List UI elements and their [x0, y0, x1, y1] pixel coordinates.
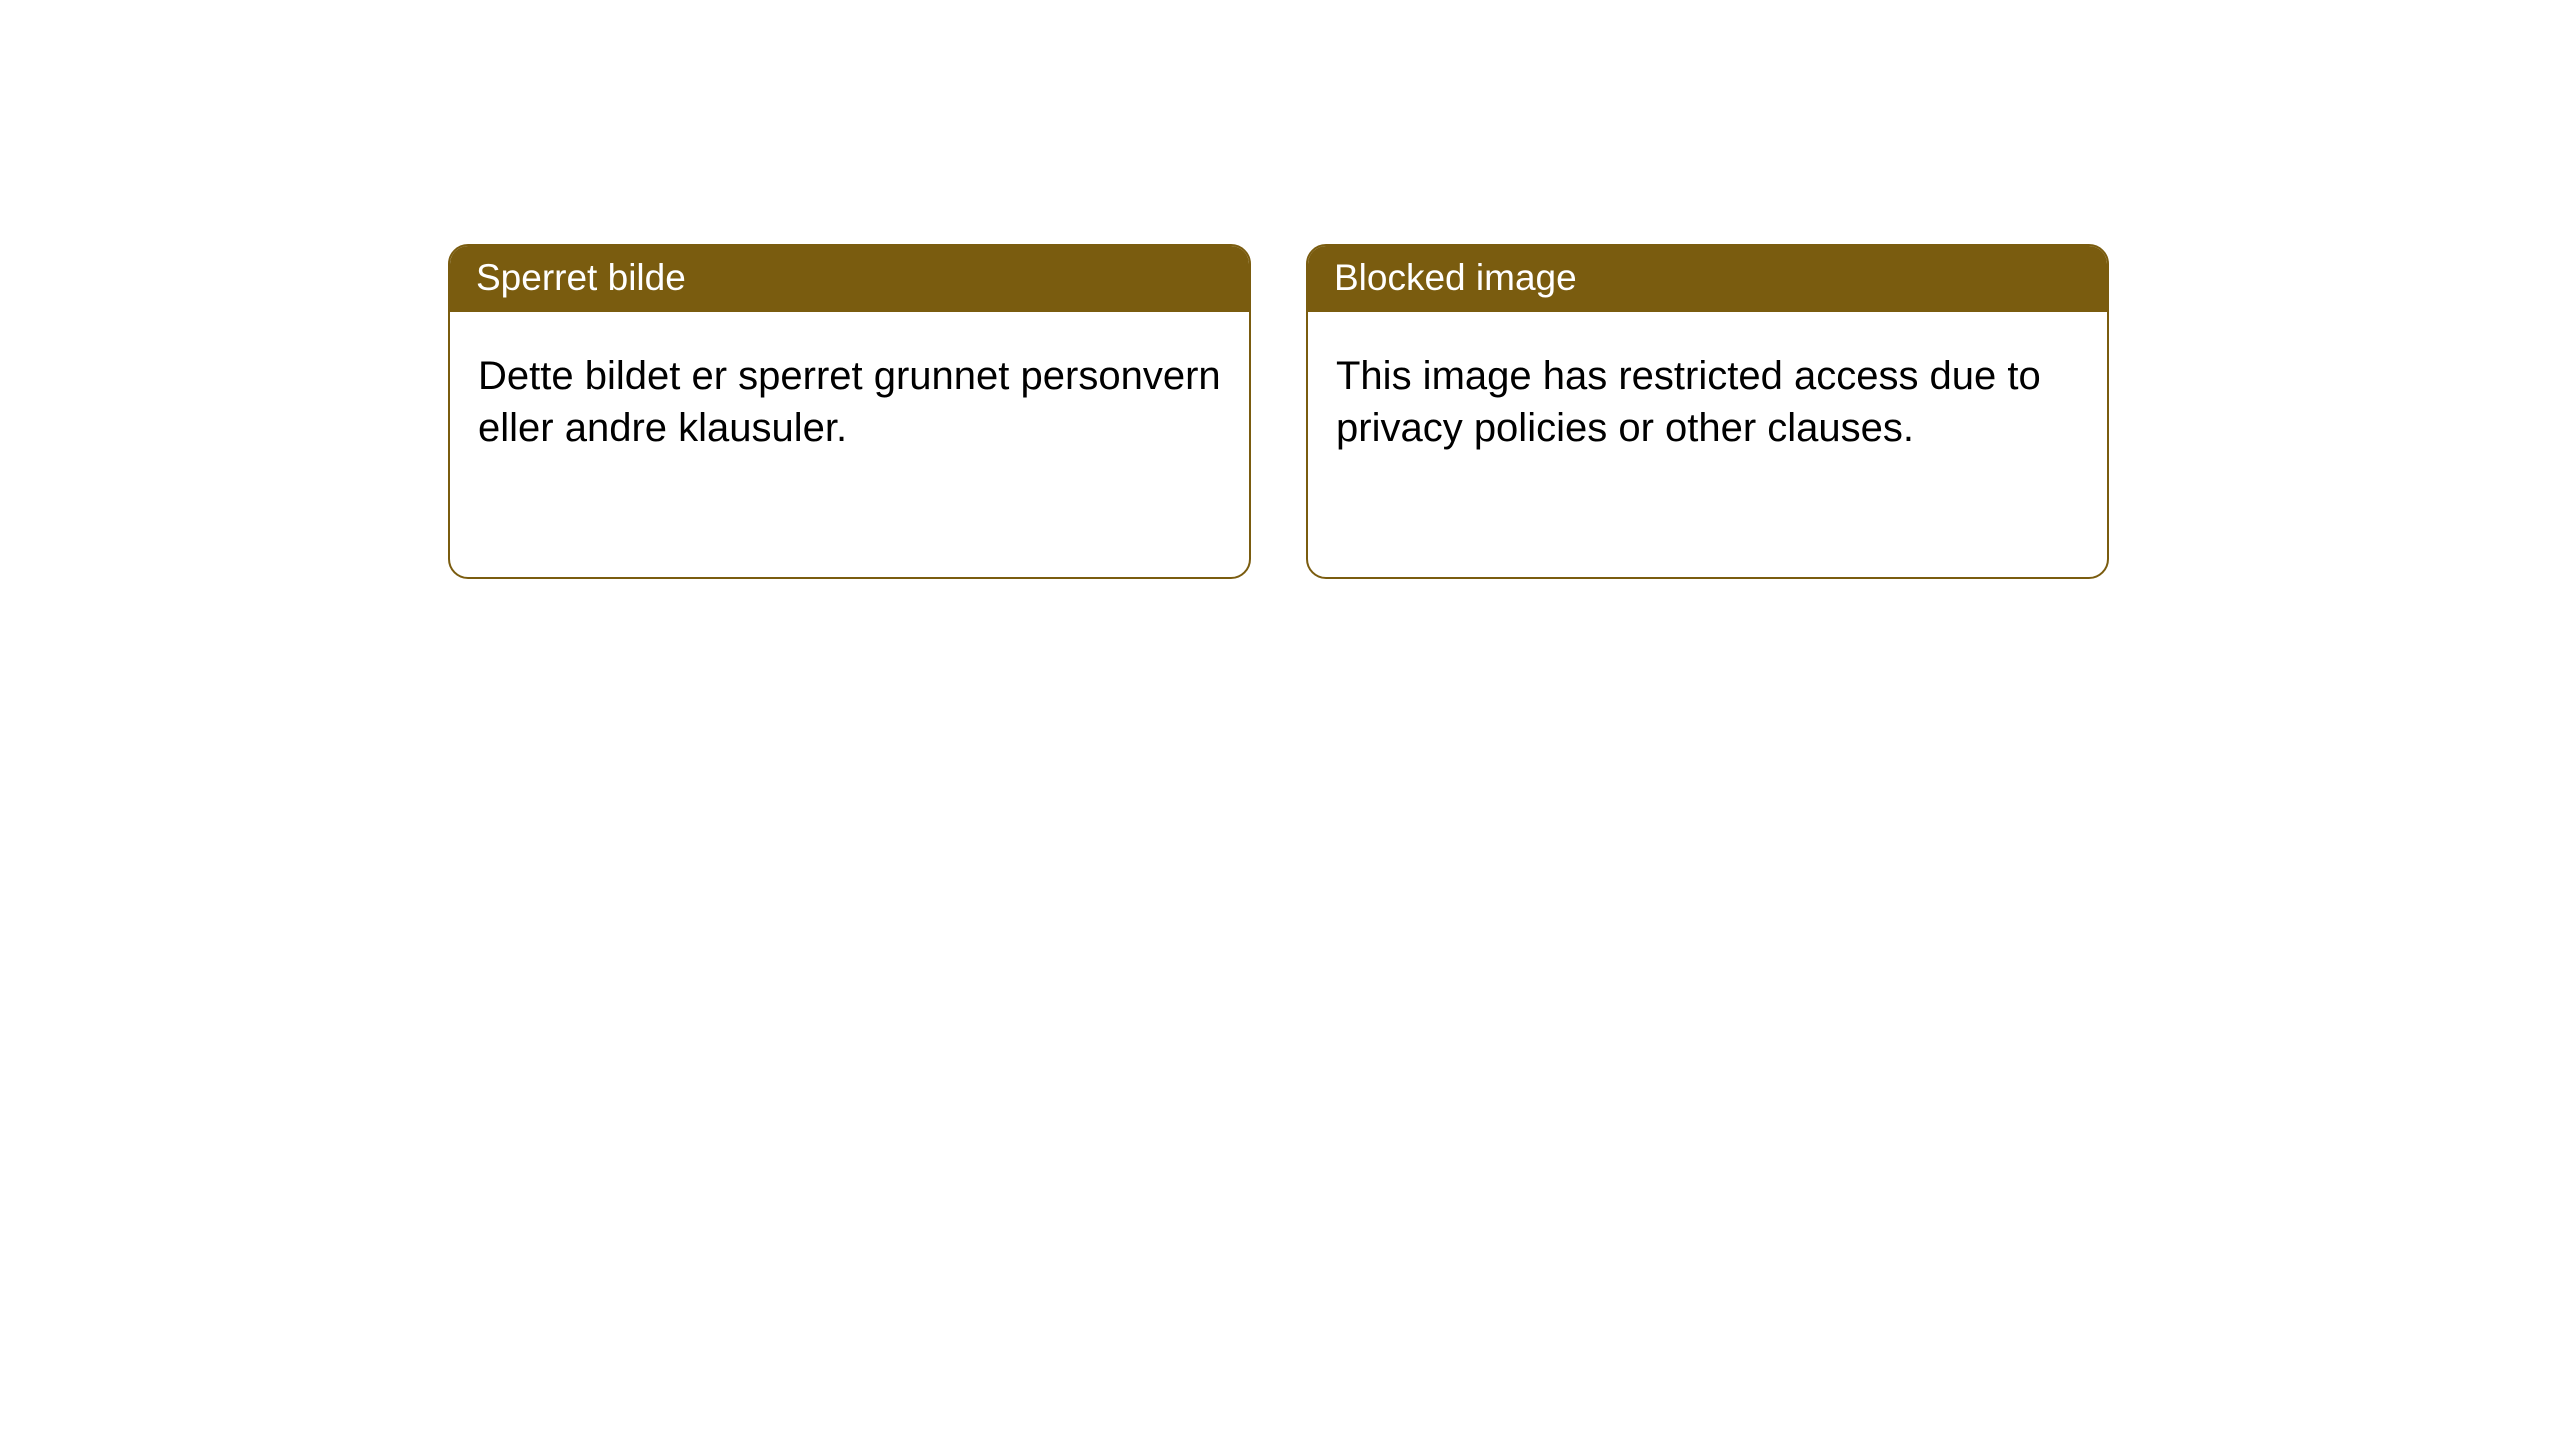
- notice-container: Sperret bilde Dette bildet er sperret gr…: [0, 0, 2560, 579]
- notice-card-norwegian: Sperret bilde Dette bildet er sperret gr…: [448, 244, 1251, 579]
- notice-body: Dette bildet er sperret grunnet personve…: [450, 312, 1249, 482]
- notice-header: Sperret bilde: [450, 246, 1249, 312]
- notice-body: This image has restricted access due to …: [1308, 312, 2107, 482]
- notice-header: Blocked image: [1308, 246, 2107, 312]
- notice-card-english: Blocked image This image has restricted …: [1306, 244, 2109, 579]
